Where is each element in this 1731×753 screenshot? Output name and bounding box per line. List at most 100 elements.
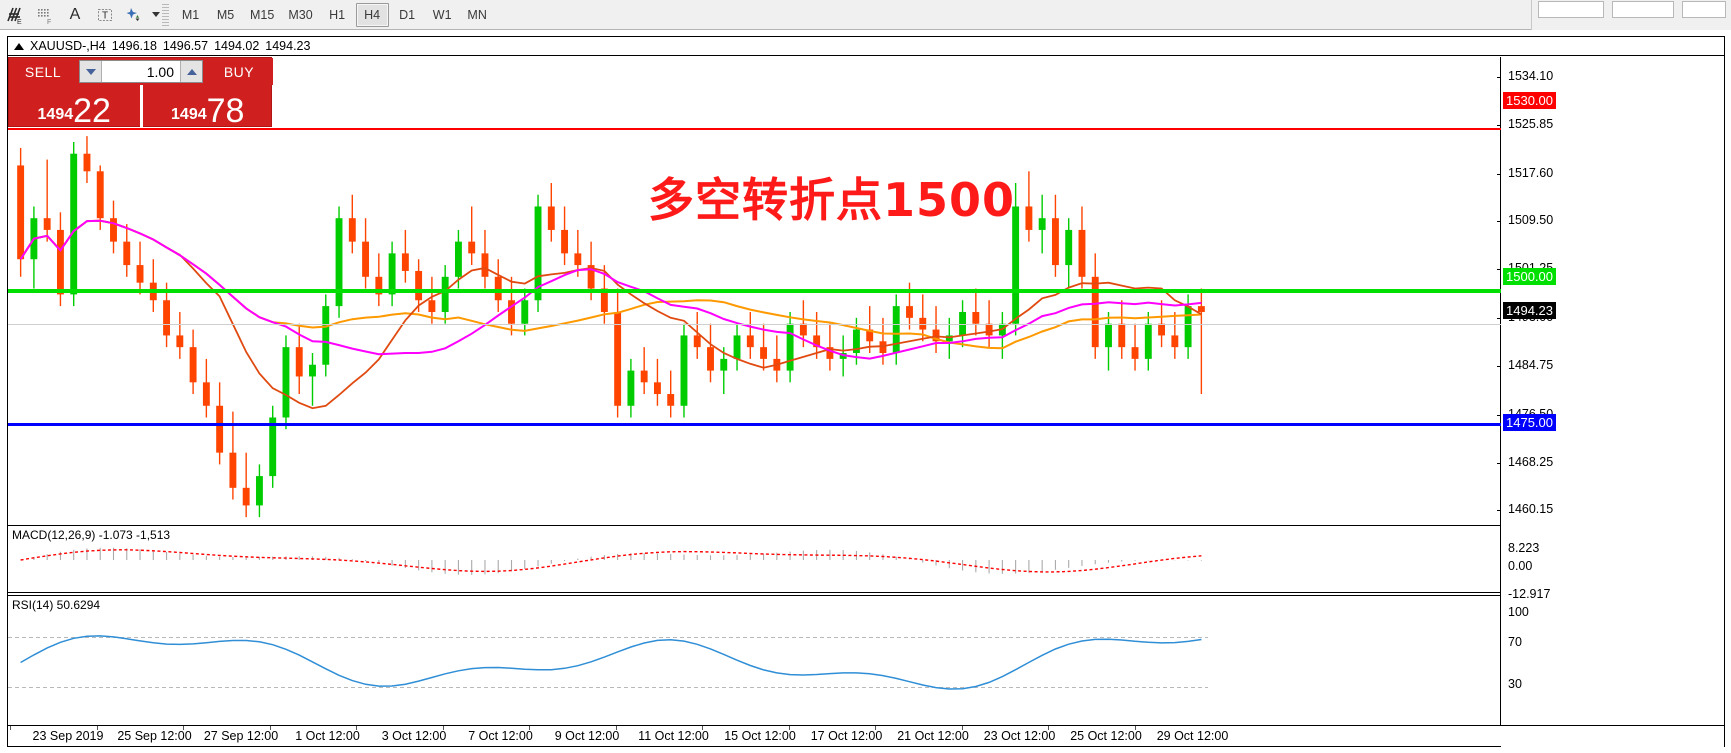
time-tick-label: 21 Oct 12:00 <box>897 729 969 743</box>
resistance-line-1530[interactable] <box>8 128 1501 130</box>
symbol-label: XAUUSD-,H4 <box>30 39 106 53</box>
time-tick-mark <box>96 726 98 730</box>
price-tick-mark <box>1497 366 1501 368</box>
price-tick-mark <box>1497 462 1501 464</box>
time-tick-label: 29 Oct 12:00 <box>1156 729 1229 743</box>
timeframe-m1[interactable]: M1 <box>181 7 200 22</box>
time-tick-label: 7 Oct 12:00 <box>468 729 533 743</box>
trade-panel-prices-row: 1494 22 1494 78 <box>9 85 273 128</box>
price-tick-label: 1484.75 <box>1508 358 1554 373</box>
indicators-icon[interactable]: E <box>0 2 30 28</box>
toolbar-stub-field-3[interactable] <box>1682 1 1726 18</box>
rsi-label: RSI(14) 50.6294 <box>12 598 101 612</box>
macd-scale-label: 0.00 <box>1508 559 1533 573</box>
macd-label: MACD(12,26,9) -1.073 -1,513 <box>12 528 171 542</box>
timeframe-h4[interactable]: H4 <box>355 2 389 27</box>
svg-text:T: T <box>102 10 108 21</box>
timeframe-h1[interactable]: H1 <box>329 7 346 22</box>
toolbar-grip[interactable] <box>162 3 169 26</box>
timeframe-m15[interactable]: M15 <box>250 7 275 22</box>
toolbar-stub-field-1[interactable] <box>1538 1 1604 18</box>
resistance-line-tag: 1530.00 <box>1503 91 1556 109</box>
macd-scale-label: 8.223 <box>1508 541 1540 555</box>
time-scale[interactable]: 23 Sep 2019 25 Sep 12:00 27 Sep 12:00 1 Oct… <box>8 725 1724 746</box>
rsi-scale-label: 70 <box>1508 635 1522 649</box>
text-label-icon[interactable]: T <box>90 2 120 28</box>
objects-icon[interactable] <box>120 2 150 28</box>
rsi-scale-label: 100 <box>1508 605 1529 619</box>
one-click-trading-panel: SELL 1.00 BUY 1494 22 1494 78 <box>8 57 273 128</box>
ask-price-cell[interactable]: 1494 78 <box>139 85 274 130</box>
price-tick-mark <box>1497 221 1501 223</box>
macd-pane: MACD(12,26,9) -1.073 -1,513 <box>8 525 1501 593</box>
symbol-quote-bar: XAUUSD-,H4 1496.18 1496.57 1494.02 1494.… <box>8 37 1724 56</box>
time-tick-label: 23 Sep 2019 <box>32 729 104 743</box>
time-tick-label: 25 Oct 12:00 <box>1070 729 1142 743</box>
quote-open: 1496.18 <box>111 39 157 53</box>
rsi-series <box>8 635 1208 690</box>
price-tick-mark <box>1497 510 1501 512</box>
price-tick-label: 1460.15 <box>1508 502 1554 517</box>
svg-text:E: E <box>17 19 22 25</box>
time-tick-label: 17 Oct 12:00 <box>810 729 883 743</box>
price-tick-mark <box>1497 76 1501 78</box>
price-tick-mark <box>1497 173 1501 175</box>
time-tick-mark <box>10 726 11 730</box>
price-tick-mark <box>1497 414 1501 416</box>
last-price-gridline <box>8 324 1501 325</box>
time-tick-label: 25 Sep 12:00 <box>117 729 192 743</box>
time-tick-mark <box>875 726 876 730</box>
toolbar-stub-field-2[interactable] <box>1612 1 1674 18</box>
rsi-scale-label: 30 <box>1508 677 1522 691</box>
macd-scale-label: -12.917 <box>1508 587 1551 601</box>
timeframe-mn[interactable]: MN <box>467 7 487 22</box>
rsi-pane: RSI(14) 50.6294 <box>8 595 1501 729</box>
time-tick-mark <box>356 726 357 730</box>
chevron-up-icon <box>186 68 197 75</box>
buy-button[interactable]: BUY <box>205 58 273 85</box>
price-scale[interactable]: 1534.101525.851517.601509.501501.251493.… <box>1497 57 1724 747</box>
objects-dropdown-caret-icon[interactable] <box>152 12 160 17</box>
svg-text:F: F <box>47 19 51 25</box>
price-tick-label: 1468.25 <box>1508 454 1554 469</box>
time-tick-mark <box>269 726 271 730</box>
quote-close: 1494.23 <box>265 39 311 53</box>
price-tick-mark <box>1497 269 1501 271</box>
volume-stepper[interactable]: 1.00 <box>79 60 203 83</box>
bid-price-cell[interactable]: 1494 22 <box>9 85 140 128</box>
price-tick-label: 1525.85 <box>1508 117 1554 132</box>
grid-icon[interactable]: F <box>30 2 60 28</box>
pivot-line-1500[interactable] <box>8 289 1501 293</box>
bid-price-decimal: 22 <box>73 91 111 130</box>
chart-annotation-text: 多空转折点1500 <box>648 173 1016 227</box>
macd-series <box>20 547 1202 575</box>
time-tick-label: 3 Oct 12:00 <box>381 729 447 743</box>
price-tick-mark <box>1497 125 1501 127</box>
volume-increment-button[interactable] <box>180 61 202 82</box>
trade-panel-top-row: SELL 1.00 BUY <box>9 58 273 85</box>
timeframe-m5[interactable]: M5 <box>216 7 235 22</box>
sell-button[interactable]: SELL <box>9 58 77 85</box>
expand-triangle-icon[interactable] <box>14 42 24 50</box>
timeframe-w1[interactable]: W1 <box>432 7 452 22</box>
support-line-tag: 1475.00 <box>1503 414 1556 432</box>
time-tick-mark <box>615 726 617 730</box>
timeframe-m30[interactable]: M30 <box>288 7 313 22</box>
time-tick-label: 23 Oct 12:00 <box>983 729 1056 743</box>
toolbar-right-stub <box>1531 0 1731 30</box>
volume-input[interactable]: 1.00 <box>102 61 180 82</box>
chart-window: XAUUSD-,H4 1496.18 1496.57 1494.02 1494.… <box>7 36 1725 747</box>
bid-price-integer: 1494 <box>37 106 74 123</box>
price-pane <box>8 57 1501 523</box>
volume-decrement-button[interactable] <box>80 61 102 82</box>
time-tick-mark <box>1134 726 1136 730</box>
support-line-1475[interactable] <box>8 423 1501 426</box>
time-tick-mark <box>788 726 790 730</box>
time-tick-mark <box>183 726 184 730</box>
ask-price-decimal: 78 <box>206 91 245 130</box>
text-icon[interactable]: A <box>69 5 81 23</box>
timeframe-d1[interactable]: D1 <box>399 7 416 22</box>
pivot-line-tag: 1500.00 <box>1503 267 1556 285</box>
time-tick-mark <box>442 726 444 730</box>
quote-low: 1494.02 <box>214 39 260 53</box>
